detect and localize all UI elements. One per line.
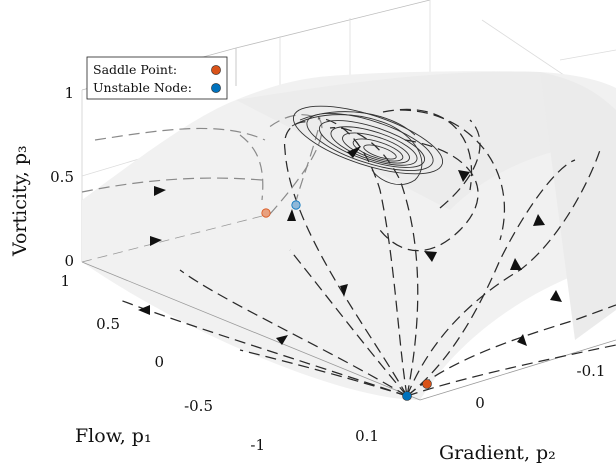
legend-label-saddle: Saddle Point: [93,62,177,77]
y-tick-label: 0.1 [355,427,379,445]
z-tick-label: 0 [64,252,74,270]
y-axis: 0.1 0 -0.1 Gradient, p₂ [355,362,605,464]
fixed-points [261,200,432,401]
base-lines [81,213,616,401]
spiral-attractor [291,105,444,185]
z-tick-label: 1 [64,84,74,102]
x-axis-label: Flow, p₁ [75,425,152,447]
surface [82,71,616,400]
y-tick-label: -0.1 [577,362,606,380]
x-tick-label: 1 [60,272,70,290]
x-tick-label: -1 [250,436,265,454]
z-axis-label: Vorticity, p₃ [9,145,31,257]
y-axis-label: Gradient, p₂ [439,442,556,464]
x-tick-label: 0.5 [96,315,120,333]
x-tick-label: -0.5 [184,397,213,415]
legend: Saddle Point: Unstable Node: [86,56,228,100]
trajectories [81,108,616,397]
legend-label-node: Unstable Node: [93,80,192,95]
x-tick-label: 0 [154,353,164,371]
unstable-node-lower [402,391,412,401]
unstable-node-upper [291,200,301,210]
z-axis: 1 0.5 0 Vorticity, p₃ [9,84,74,270]
y-tick-label: 0 [475,394,485,412]
legend-marker-node [211,83,221,93]
saddle-point-lower [422,379,432,389]
z-tick-label: 0.5 [50,168,74,186]
saddle-point-upper [261,208,271,218]
x-axis: 1 0.5 0 -0.5 -1 Flow, p₁ [60,272,265,454]
flow-arrows [138,146,562,346]
legend-marker-saddle [211,65,221,75]
